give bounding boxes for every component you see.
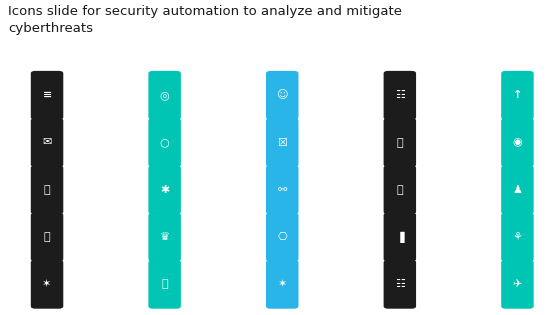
Text: ☷: ☷: [395, 90, 405, 100]
Text: ◎: ◎: [160, 90, 170, 100]
Text: Ⓢ: Ⓢ: [396, 138, 403, 147]
FancyBboxPatch shape: [148, 165, 181, 214]
Text: ✉: ✉: [43, 138, 52, 147]
Text: ♛: ♛: [160, 232, 170, 242]
Text: ✶: ✶: [278, 279, 287, 289]
FancyBboxPatch shape: [31, 260, 63, 309]
Text: ⦻: ⦻: [396, 185, 403, 195]
FancyBboxPatch shape: [31, 165, 63, 214]
Text: Icons slide for security automation to analyze and mitigate: Icons slide for security automation to a…: [8, 5, 403, 18]
Text: ✈: ✈: [513, 279, 522, 289]
FancyBboxPatch shape: [384, 71, 416, 120]
FancyBboxPatch shape: [266, 213, 298, 261]
FancyBboxPatch shape: [501, 71, 534, 120]
Text: cyberthreats: cyberthreats: [8, 22, 94, 35]
FancyBboxPatch shape: [266, 260, 298, 309]
Text: ⌕: ⌕: [161, 279, 168, 289]
Text: ♟: ♟: [512, 185, 522, 195]
Text: ○: ○: [160, 138, 170, 147]
Text: ↑: ↑: [513, 90, 522, 100]
Text: ⌕: ⌕: [44, 185, 50, 195]
FancyBboxPatch shape: [384, 165, 416, 214]
FancyBboxPatch shape: [266, 118, 298, 167]
Text: ▐: ▐: [395, 232, 404, 243]
Text: ⚘: ⚘: [512, 232, 522, 242]
Text: ☒: ☒: [277, 138, 287, 147]
FancyBboxPatch shape: [501, 165, 534, 214]
FancyBboxPatch shape: [31, 71, 63, 120]
Text: ☷: ☷: [395, 279, 405, 289]
FancyBboxPatch shape: [31, 118, 63, 167]
Text: ☺: ☺: [277, 90, 288, 100]
FancyBboxPatch shape: [148, 213, 181, 261]
FancyBboxPatch shape: [148, 71, 181, 120]
FancyBboxPatch shape: [148, 118, 181, 167]
FancyBboxPatch shape: [384, 118, 416, 167]
FancyBboxPatch shape: [384, 213, 416, 261]
Text: ⎔: ⎔: [277, 232, 287, 242]
FancyBboxPatch shape: [501, 118, 534, 167]
Text: ⎘: ⎘: [44, 232, 50, 242]
FancyBboxPatch shape: [266, 71, 298, 120]
FancyBboxPatch shape: [384, 260, 416, 309]
FancyBboxPatch shape: [31, 213, 63, 261]
Text: ✶: ✶: [43, 279, 52, 289]
Text: ✱: ✱: [160, 185, 169, 195]
FancyBboxPatch shape: [148, 260, 181, 309]
FancyBboxPatch shape: [501, 213, 534, 261]
FancyBboxPatch shape: [501, 260, 534, 309]
Text: ⚯: ⚯: [278, 185, 287, 195]
Text: ≡: ≡: [43, 90, 52, 100]
FancyBboxPatch shape: [266, 165, 298, 214]
Text: ◉: ◉: [512, 138, 522, 147]
